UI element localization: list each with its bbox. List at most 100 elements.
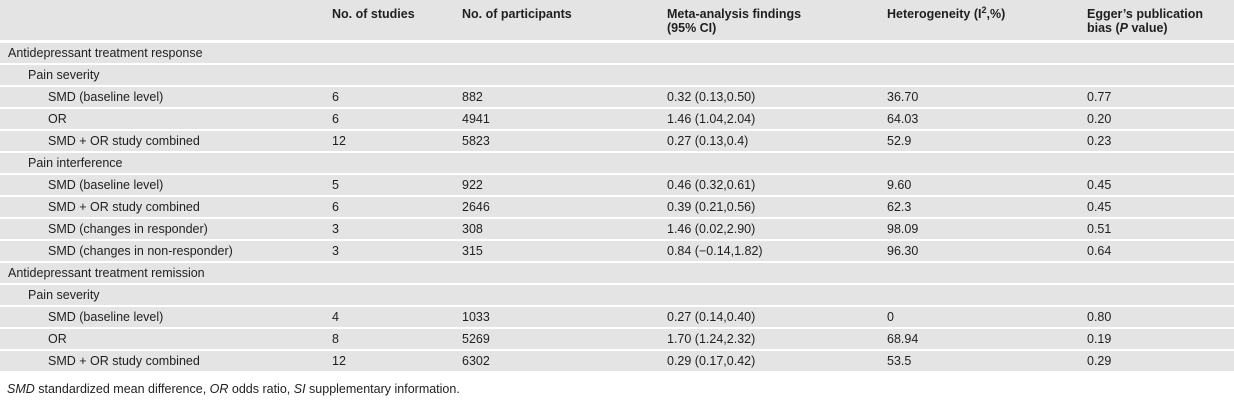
cell-value: 5269: [460, 329, 665, 351]
cell-value: 9.60: [885, 175, 1085, 197]
footnote-abbr-or: OR: [209, 382, 229, 396]
row-label: SMD + OR study combined: [0, 197, 330, 219]
cell-value: 6: [330, 109, 460, 131]
col-header-findings-line2: (95% CI): [667, 20, 717, 35]
cell-value: [885, 153, 1085, 175]
cell-value: 1.46 (0.02,2.90): [665, 219, 885, 241]
cell-value: 3: [330, 241, 460, 263]
cell-value: [665, 263, 885, 285]
cell-value: [665, 285, 885, 307]
row-label: OR: [0, 109, 330, 131]
footnote-abbr-smd: SMD: [7, 382, 35, 396]
cell-value: [1085, 43, 1234, 65]
col-header-heterogeneity: Heterogeneity (I2,%): [885, 0, 1085, 43]
table-row: Antidepressant treatment response: [0, 43, 1234, 65]
cell-value: [665, 153, 885, 175]
table-row: SMD + OR study combined 12 5823 0.27 (0.13,…: [0, 131, 1234, 153]
cell-value: 0.32 (0.13,0.50): [665, 87, 885, 109]
cell-value: 12: [330, 351, 460, 373]
table-row: SMD (baseline level) 6 882 0.32 (0.13,0.50)…: [0, 87, 1234, 109]
row-label: OR: [0, 329, 330, 351]
cell-value: 0: [885, 307, 1085, 329]
cell-value: 0.45: [1085, 175, 1234, 197]
table-row: SMD (changes in responder) 3 308 1.46 (0.02…: [0, 219, 1234, 241]
cell-value: 6: [330, 87, 460, 109]
cell-value: 0.84 (−0.14,1.82): [665, 241, 885, 263]
cell-value: 5: [330, 175, 460, 197]
cell-value: 52.9: [885, 131, 1085, 153]
cell-value: [330, 153, 460, 175]
cell-value: [330, 65, 460, 87]
cell-value: 0.23: [1085, 131, 1234, 153]
cell-value: 922: [460, 175, 665, 197]
cell-value: [460, 285, 665, 307]
row-label: Pain severity: [0, 65, 330, 87]
header-row: No. of studies No. of participants Meta-…: [0, 0, 1234, 43]
cell-value: 1.70 (1.24,2.32): [665, 329, 885, 351]
i-squared-superscript: 2: [981, 4, 987, 15]
col-header-egger: Egger’s publication bias (P value): [1085, 0, 1234, 43]
row-label: SMD + OR study combined: [0, 351, 330, 373]
cell-value: [330, 43, 460, 65]
col-header-heterogeneity-label: Heterogeneity (I2,%): [887, 4, 1006, 21]
row-label: SMD (baseline level): [0, 87, 330, 109]
cell-value: 98.09: [885, 219, 1085, 241]
cell-value: [460, 43, 665, 65]
p-value-italic: P: [1119, 20, 1128, 35]
cell-value: 0.27 (0.13,0.4): [665, 131, 885, 153]
cell-value: [460, 65, 665, 87]
cell-value: 315: [460, 241, 665, 263]
cell-value: 1033: [460, 307, 665, 329]
table-row: OR 6 4941 1.46 (1.04,2.04) 64.03 0.20: [0, 109, 1234, 131]
cell-value: [1085, 263, 1234, 285]
cell-value: [885, 263, 1085, 285]
footnote-abbr-si: SI: [293, 382, 306, 396]
cell-value: [665, 43, 885, 65]
cell-value: [460, 263, 665, 285]
col-header-egger-line2: bias (P value): [1087, 20, 1168, 35]
table-row: SMD + OR study combined 12 6302 0.29 (0.17,…: [0, 351, 1234, 373]
cell-value: 4: [330, 307, 460, 329]
col-header-participants: No. of participants: [460, 0, 665, 43]
row-label: Antidepressant treatment remission: [0, 263, 330, 285]
cell-value: 68.94: [885, 329, 1085, 351]
cell-value: 5823: [460, 131, 665, 153]
cell-value: [330, 263, 460, 285]
cell-value: 4941: [460, 109, 665, 131]
cell-value: [330, 285, 460, 307]
cell-value: 62.3: [885, 197, 1085, 219]
footnote-text-or: odds ratio,: [228, 382, 294, 396]
table-footnote: SMD standardized mean difference, OR odd…: [0, 373, 1234, 397]
cell-value: 0.19: [1085, 329, 1234, 351]
cell-value: 1.46 (1.04,2.04): [665, 109, 885, 131]
cell-value: 0.27 (0.14,0.40): [665, 307, 885, 329]
cell-value: 0.29: [1085, 351, 1234, 373]
col-header-studies: No. of studies: [330, 0, 460, 43]
cell-value: 36.70: [885, 87, 1085, 109]
table-row: SMD (baseline level) 4 1033 0.27 (0.14,0.40…: [0, 307, 1234, 329]
row-label: Antidepressant treatment response: [0, 43, 330, 65]
cell-value: 0.20: [1085, 109, 1234, 131]
table-row: SMD (changes in non-responder) 3 315 0.84 (…: [0, 241, 1234, 263]
cell-value: [885, 43, 1085, 65]
col-header-findings-line1: Meta-analysis findings: [667, 7, 802, 21]
cell-value: 2646: [460, 197, 665, 219]
cell-value: [885, 65, 1085, 87]
cell-value: [460, 153, 665, 175]
table-row: Pain severity: [0, 65, 1234, 87]
cell-value: 3: [330, 219, 460, 241]
col-header-empty: [0, 0, 330, 43]
meta-analysis-table: No. of studies No. of participants Meta-…: [0, 0, 1234, 373]
table-row: Antidepressant treatment remission: [0, 263, 1234, 285]
cell-value: [885, 285, 1085, 307]
footnote-text-si: supplementary information.: [305, 382, 460, 396]
cell-value: 882: [460, 87, 665, 109]
col-header-egger-line1: Egger’s publication: [1087, 7, 1203, 21]
row-label: Pain interference: [0, 153, 330, 175]
table-row: Pain severity: [0, 285, 1234, 307]
cell-value: 64.03: [885, 109, 1085, 131]
cell-value: 0.29 (0.17,0.42): [665, 351, 885, 373]
cell-value: 0.77: [1085, 87, 1234, 109]
row-label: SMD + OR study combined: [0, 131, 330, 153]
cell-value: 53.5: [885, 351, 1085, 373]
